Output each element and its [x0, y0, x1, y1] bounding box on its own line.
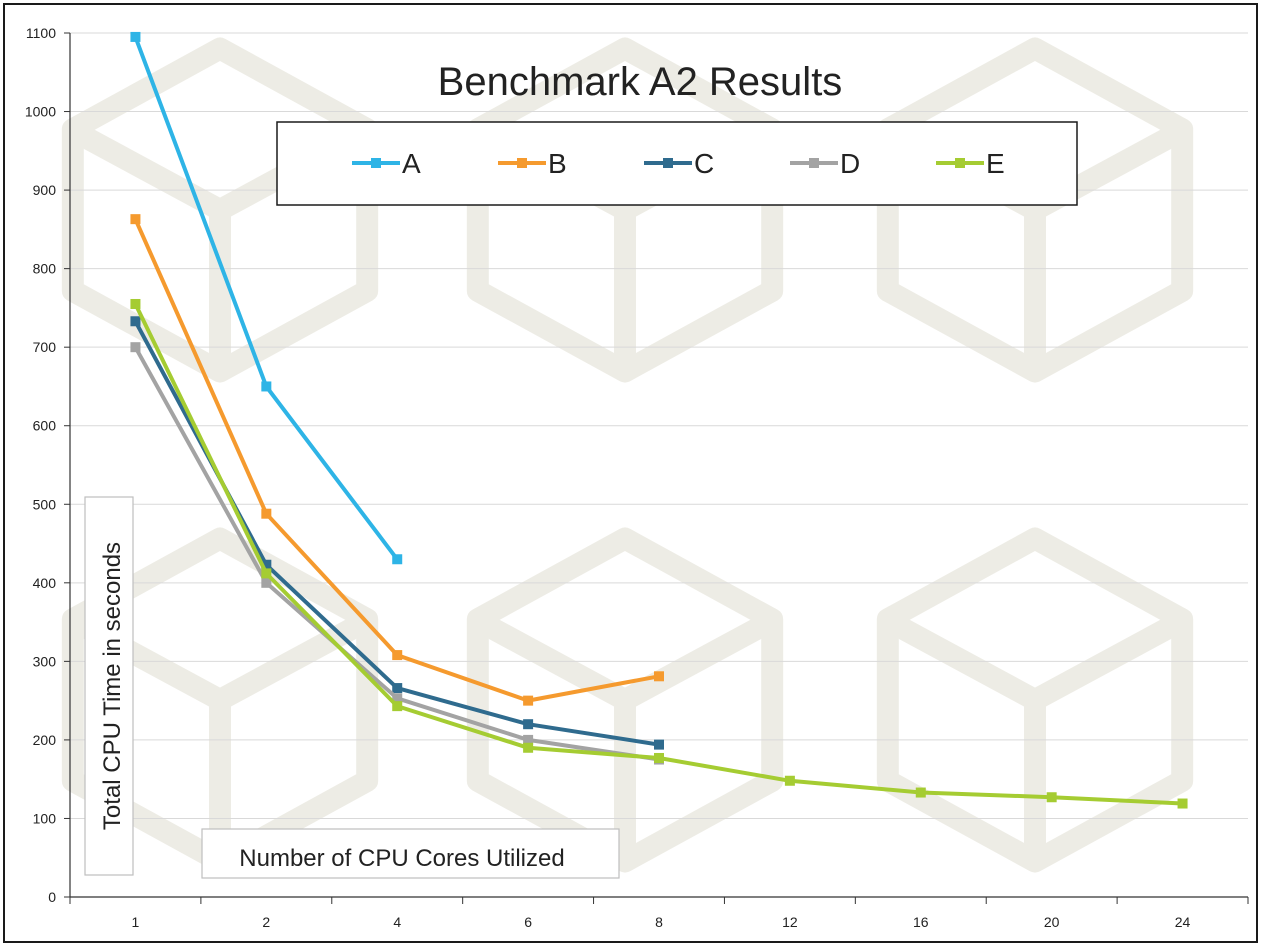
series-a — [130, 31, 403, 565]
data-point — [392, 701, 403, 712]
gridlines — [70, 32, 1248, 819]
data-point — [1046, 792, 1057, 803]
y-axis-ticks: 0 100 200 300 400 500 600 700 800 900 1000 1100 — [25, 25, 70, 905]
legend-item-e: E — [936, 148, 1005, 179]
data-point — [130, 298, 141, 309]
data-point — [915, 787, 926, 798]
legend-label: A — [402, 148, 421, 179]
legend-marker — [517, 158, 527, 168]
x-axis-ticks: 1 2 4 6 8 12 16 20 24 — [69, 897, 1249, 930]
x-tick-label: 2 — [262, 914, 270, 930]
data-point — [654, 739, 664, 750]
y-tick-label: 900 — [33, 182, 57, 198]
legend-item-a: A — [352, 148, 421, 179]
y-tick-label: 400 — [33, 575, 57, 591]
x-tick-label: 8 — [655, 914, 663, 930]
x-tick-label: 16 — [913, 914, 929, 930]
data-point — [130, 214, 141, 225]
x-tick-label: 24 — [1175, 914, 1191, 930]
legend-marker — [809, 158, 819, 168]
y-tick-label: 0 — [48, 889, 56, 905]
data-point — [392, 683, 403, 694]
x-axis-label: Number of CPU Cores Utilized — [239, 845, 564, 872]
data-point — [392, 650, 403, 661]
series-b — [130, 214, 664, 706]
x-tick-label: 4 — [393, 914, 401, 930]
y-tick-label: 300 — [33, 653, 57, 669]
data-point — [654, 671, 664, 682]
x-tick-label: 1 — [132, 914, 140, 930]
y-tick-label: 800 — [33, 261, 57, 277]
chart-title: Benchmark A2 Results — [438, 60, 843, 104]
x-tick-label: 12 — [782, 914, 798, 930]
y-tick-label: 700 — [33, 339, 57, 355]
series-layer — [130, 31, 1188, 809]
legend-label: E — [986, 148, 1005, 179]
legend-label: B — [548, 148, 567, 179]
data-point — [784, 775, 795, 786]
data-point — [261, 381, 272, 392]
watermark-cube-edges — [881, 610, 1189, 862]
legend-item-c: C — [644, 148, 714, 179]
data-point — [523, 719, 534, 730]
data-point — [523, 734, 534, 745]
data-point — [392, 693, 403, 704]
y-tick-label: 600 — [33, 418, 57, 434]
data-point — [261, 508, 272, 519]
data-point — [261, 568, 272, 579]
data-point — [523, 695, 534, 706]
legend: A B C D E — [352, 148, 1005, 179]
legend-label: C — [694, 148, 714, 179]
series-e — [130, 298, 1188, 809]
legend-item-d: D — [790, 148, 860, 179]
data-point — [130, 316, 141, 327]
data-point — [130, 342, 141, 353]
y-tick-label: 500 — [33, 496, 57, 512]
y-tick-label: 200 — [33, 732, 57, 748]
watermark-cube-edges — [471, 610, 779, 862]
data-point — [523, 742, 534, 753]
legend-marker — [371, 158, 381, 168]
legend-item-b: B — [498, 148, 567, 179]
y-axis-label-box — [84, 496, 134, 876]
y-tick-label: 1100 — [26, 25, 56, 41]
legend-label: D — [840, 148, 860, 179]
legend-marker — [663, 158, 673, 168]
data-point — [392, 554, 403, 565]
data-point — [654, 752, 664, 763]
data-point — [1177, 798, 1188, 809]
x-axis-label-box — [201, 828, 620, 879]
y-axis-label: Total CPU Time in seconds — [99, 542, 126, 830]
y-tick-label: 100 — [33, 810, 57, 826]
data-point — [261, 577, 272, 588]
legend-marker — [955, 158, 965, 168]
data-point — [261, 559, 272, 570]
y-tick-label: 1000 — [25, 104, 56, 120]
x-tick-label: 20 — [1044, 914, 1060, 930]
x-tick-label: 6 — [524, 914, 532, 930]
data-point — [130, 31, 141, 42]
axes — [69, 33, 1248, 898]
